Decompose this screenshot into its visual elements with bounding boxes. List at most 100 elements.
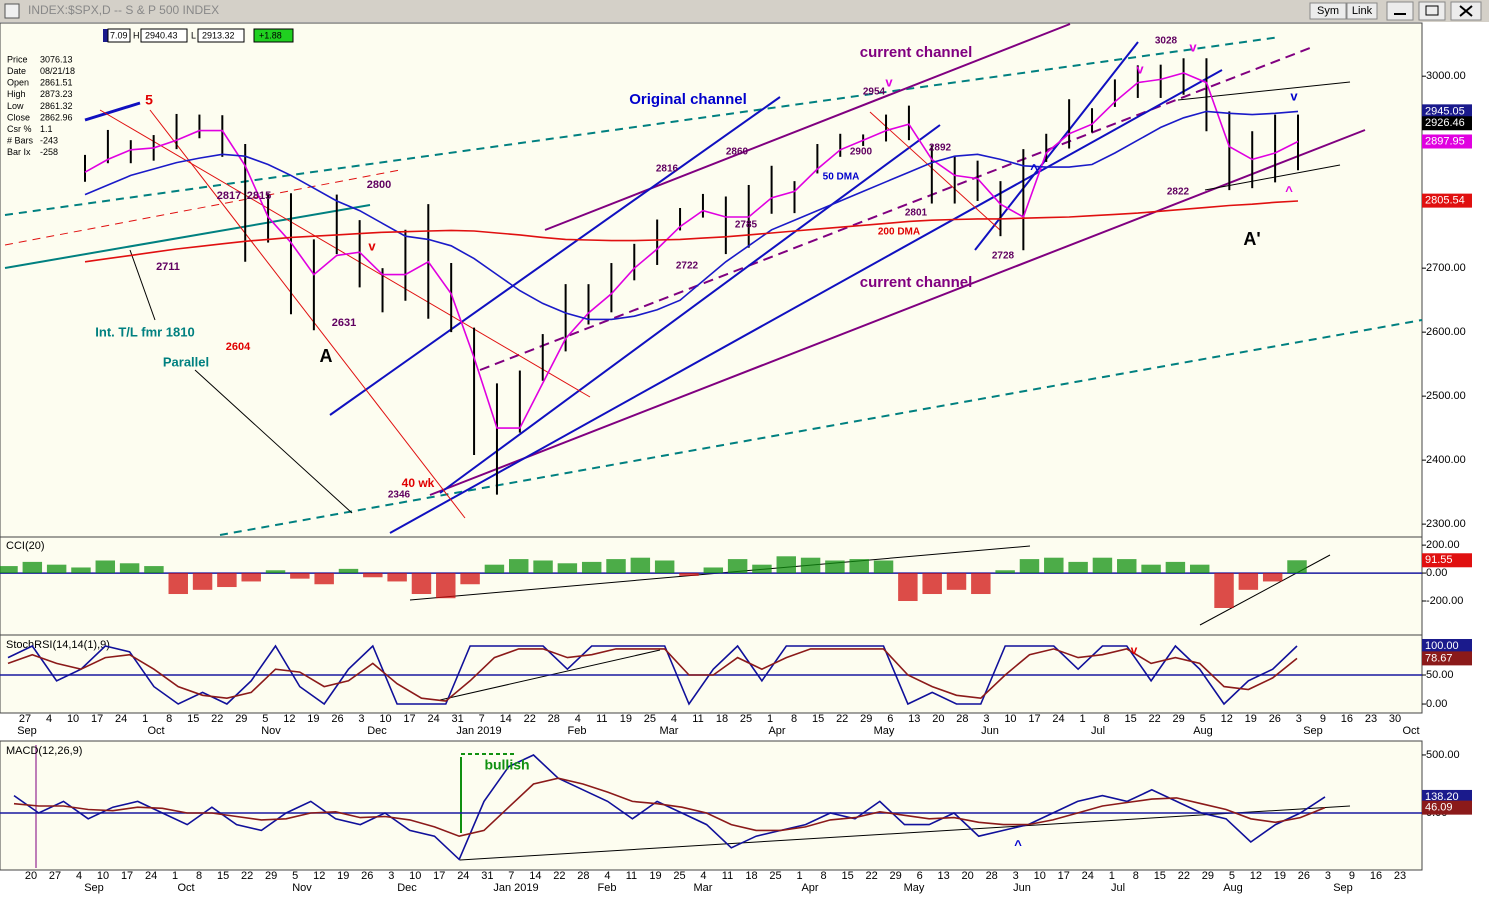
x-tick-label: 14 xyxy=(500,713,512,725)
x-tick-label: 28 xyxy=(577,870,589,882)
annotation: 2892 xyxy=(929,143,952,154)
x-month-label: Dec xyxy=(397,882,417,894)
annotation: Original channel xyxy=(629,91,747,108)
cci-bar xyxy=(436,573,456,599)
sym-button[interactable] xyxy=(1309,2,1347,20)
annotation: ^ xyxy=(1030,161,1038,176)
annotation: 5 xyxy=(145,92,153,108)
annotation: 50 DMA xyxy=(823,172,860,183)
x-month-label: Sep xyxy=(1303,725,1323,737)
trendline xyxy=(129,249,156,321)
cci-bar xyxy=(1165,561,1186,574)
y-tick-label: 3000.00 xyxy=(1426,70,1466,82)
x-month-label: Apr xyxy=(801,882,818,894)
trendlines xyxy=(4,23,1423,868)
annotation: 2346 xyxy=(388,490,411,501)
minimize-button[interactable] xyxy=(1386,1,1414,21)
cci-bar xyxy=(1019,559,1040,574)
cci-bar xyxy=(387,573,407,582)
x-tick-label: 7 xyxy=(479,713,485,725)
x-month-label: Jun xyxy=(981,725,999,737)
x-tick-label: 24 xyxy=(1052,713,1064,725)
annotation: Int. T/L fmr 1810 xyxy=(95,324,194,339)
x-month-label: Dec xyxy=(367,725,387,737)
annotation: 2817 xyxy=(217,190,241,202)
x-month-label: Aug xyxy=(1193,725,1213,737)
x-tick-label: 22 xyxy=(865,870,877,882)
trendline xyxy=(459,805,1351,861)
cci-bar xyxy=(849,559,869,574)
maximize-button[interactable] xyxy=(1418,1,1446,21)
annotation: bullish xyxy=(484,757,529,773)
x-month-label: Feb xyxy=(598,882,617,894)
link-label[interactable]: Link xyxy=(1352,5,1373,17)
x-tick-label: 15 xyxy=(1154,870,1166,882)
x-tick-label: 3 xyxy=(1013,870,1019,882)
trendline xyxy=(4,36,1281,216)
close-icon xyxy=(1459,5,1473,17)
x-month-label: Aug xyxy=(1223,882,1243,894)
cci-bar xyxy=(873,560,894,574)
series-line xyxy=(7,644,1298,706)
x-tick-label: 1 xyxy=(1079,713,1085,725)
y-tick-label: 2600.00 xyxy=(1426,326,1466,338)
series-line xyxy=(84,110,1299,321)
trendline xyxy=(149,109,466,519)
annotation: ^ xyxy=(1014,837,1022,852)
x-tick-label: 20 xyxy=(25,870,37,882)
annotation: ^ xyxy=(1285,183,1293,198)
x-month-label: Nov xyxy=(261,725,281,737)
x-month-label: Oct xyxy=(177,882,194,894)
cci-bar xyxy=(1141,564,1161,574)
x-tick-label: 25 xyxy=(644,713,656,725)
trendline xyxy=(84,101,141,122)
y-tick-label: 2400.00 xyxy=(1426,454,1466,466)
cci-bar xyxy=(971,573,991,595)
x-tick-label: 20 xyxy=(962,870,974,882)
x-tick-label: 6 xyxy=(917,870,923,882)
info-value: 2862.96 xyxy=(40,112,73,122)
x-month-label: Jul xyxy=(1111,882,1125,894)
x-month-label: May xyxy=(904,882,925,894)
x-tick-label: 15 xyxy=(841,870,853,882)
cci-bar xyxy=(363,573,383,578)
link-button[interactable] xyxy=(1346,2,1378,20)
x-tick-label: 17 xyxy=(1058,870,1070,882)
x-month-label: Mar xyxy=(660,725,679,737)
trendline xyxy=(974,41,1139,251)
x-tick-label: 10 xyxy=(379,713,391,725)
value-tag xyxy=(1422,651,1472,666)
annotation: 2722 xyxy=(676,261,699,272)
x-month-label: Jan 2019 xyxy=(456,725,501,737)
info-value: -243 xyxy=(40,136,58,146)
x-tick-label: 12 xyxy=(283,713,295,725)
annotation: 2631 xyxy=(332,317,356,329)
x-tick-label: 20 xyxy=(932,713,944,725)
annotation: 2822 xyxy=(1167,187,1190,198)
x-tick-label: 3 xyxy=(388,870,394,882)
annotation: Parallel xyxy=(163,354,209,369)
cci-bar xyxy=(509,559,529,574)
series-line xyxy=(13,777,1326,838)
cci-bar xyxy=(144,566,164,574)
x-tick-label: 26 xyxy=(361,870,373,882)
x-tick-label: 22 xyxy=(211,713,223,725)
x-tick-label: 23 xyxy=(1394,870,1406,882)
annotation: 2800 xyxy=(367,179,391,191)
value-tag xyxy=(1422,104,1472,119)
x-tick-label: 22 xyxy=(1178,870,1190,882)
x-tick-label: 1 xyxy=(767,713,773,725)
info-label: Close xyxy=(7,112,30,122)
annotation: 2604 xyxy=(226,341,251,353)
quote-high: 2940.43 xyxy=(145,30,178,40)
trendline xyxy=(1199,554,1331,626)
x-tick-label: 3 xyxy=(983,713,989,725)
quote-low: 2913.32 xyxy=(202,30,235,40)
panel-title: MACD(12,26,9) xyxy=(6,745,82,757)
sym-label[interactable]: Sym xyxy=(1317,5,1339,17)
x-tick-label: 4 xyxy=(46,713,52,725)
maximize-icon xyxy=(1425,5,1439,16)
window-title: INDEX:$SPX,D -- S & P 500 INDEX xyxy=(28,3,219,17)
info-value: 3076.13 xyxy=(40,54,73,64)
